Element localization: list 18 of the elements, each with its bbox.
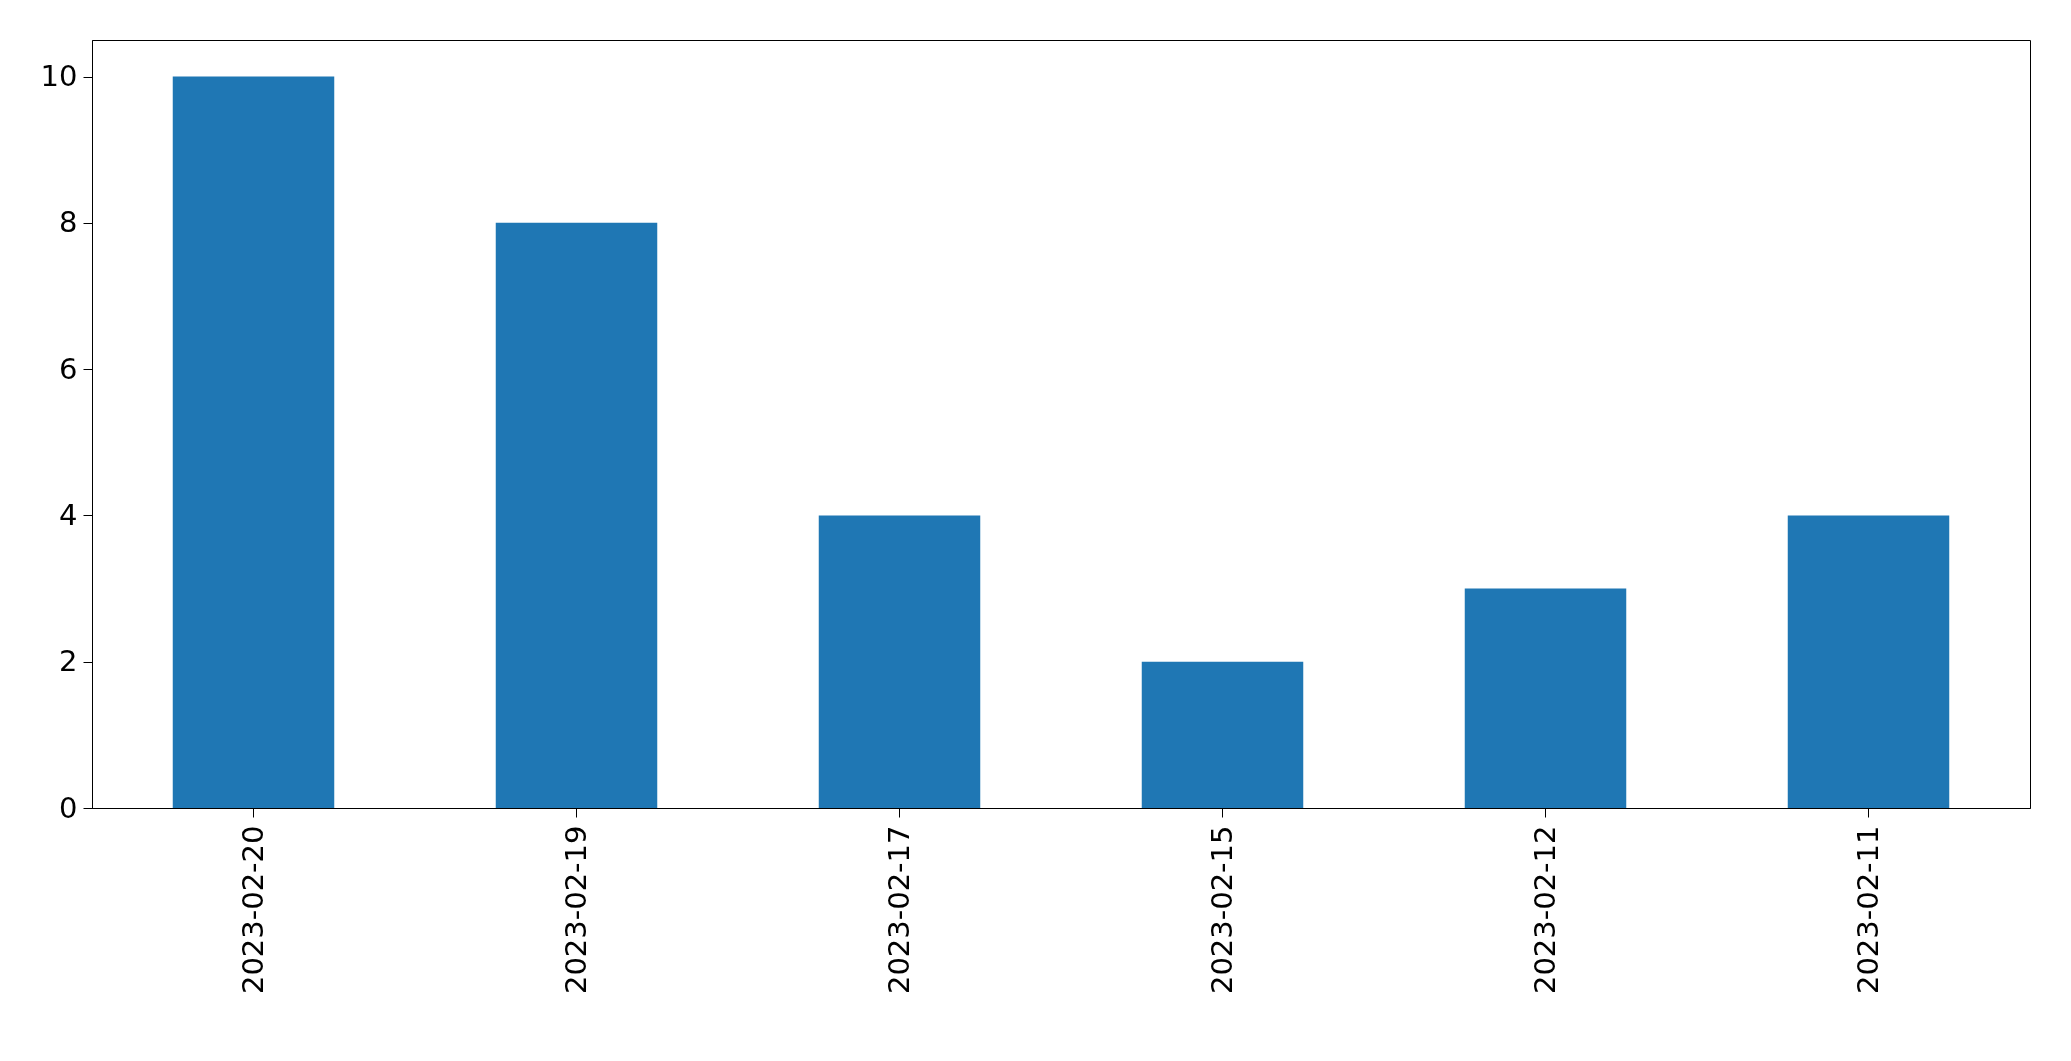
- x-tick-label: 2023-02-12: [1527, 825, 1562, 995]
- x-tick-label: 2023-02-15: [1204, 825, 1239, 995]
- bar: [1787, 515, 1950, 808]
- x-tick-label: 2023-02-19: [558, 825, 593, 995]
- y-tick-label: 4: [59, 497, 78, 532]
- bar: [818, 515, 981, 808]
- x-tick-label: 2023-02-11: [1850, 825, 1885, 995]
- bar: [1464, 588, 1627, 808]
- y-tick-label: 0: [59, 790, 78, 825]
- bar: [495, 222, 658, 808]
- bar: [172, 76, 335, 808]
- x-tick-label: 2023-02-17: [881, 825, 916, 995]
- bar: [1141, 661, 1304, 808]
- y-tick-label: 8: [59, 205, 78, 240]
- y-tick-label: 2: [59, 644, 78, 679]
- y-tick-label: 10: [40, 59, 78, 94]
- x-tick-label: 2023-02-20: [235, 825, 270, 995]
- y-tick-label: 6: [59, 351, 78, 386]
